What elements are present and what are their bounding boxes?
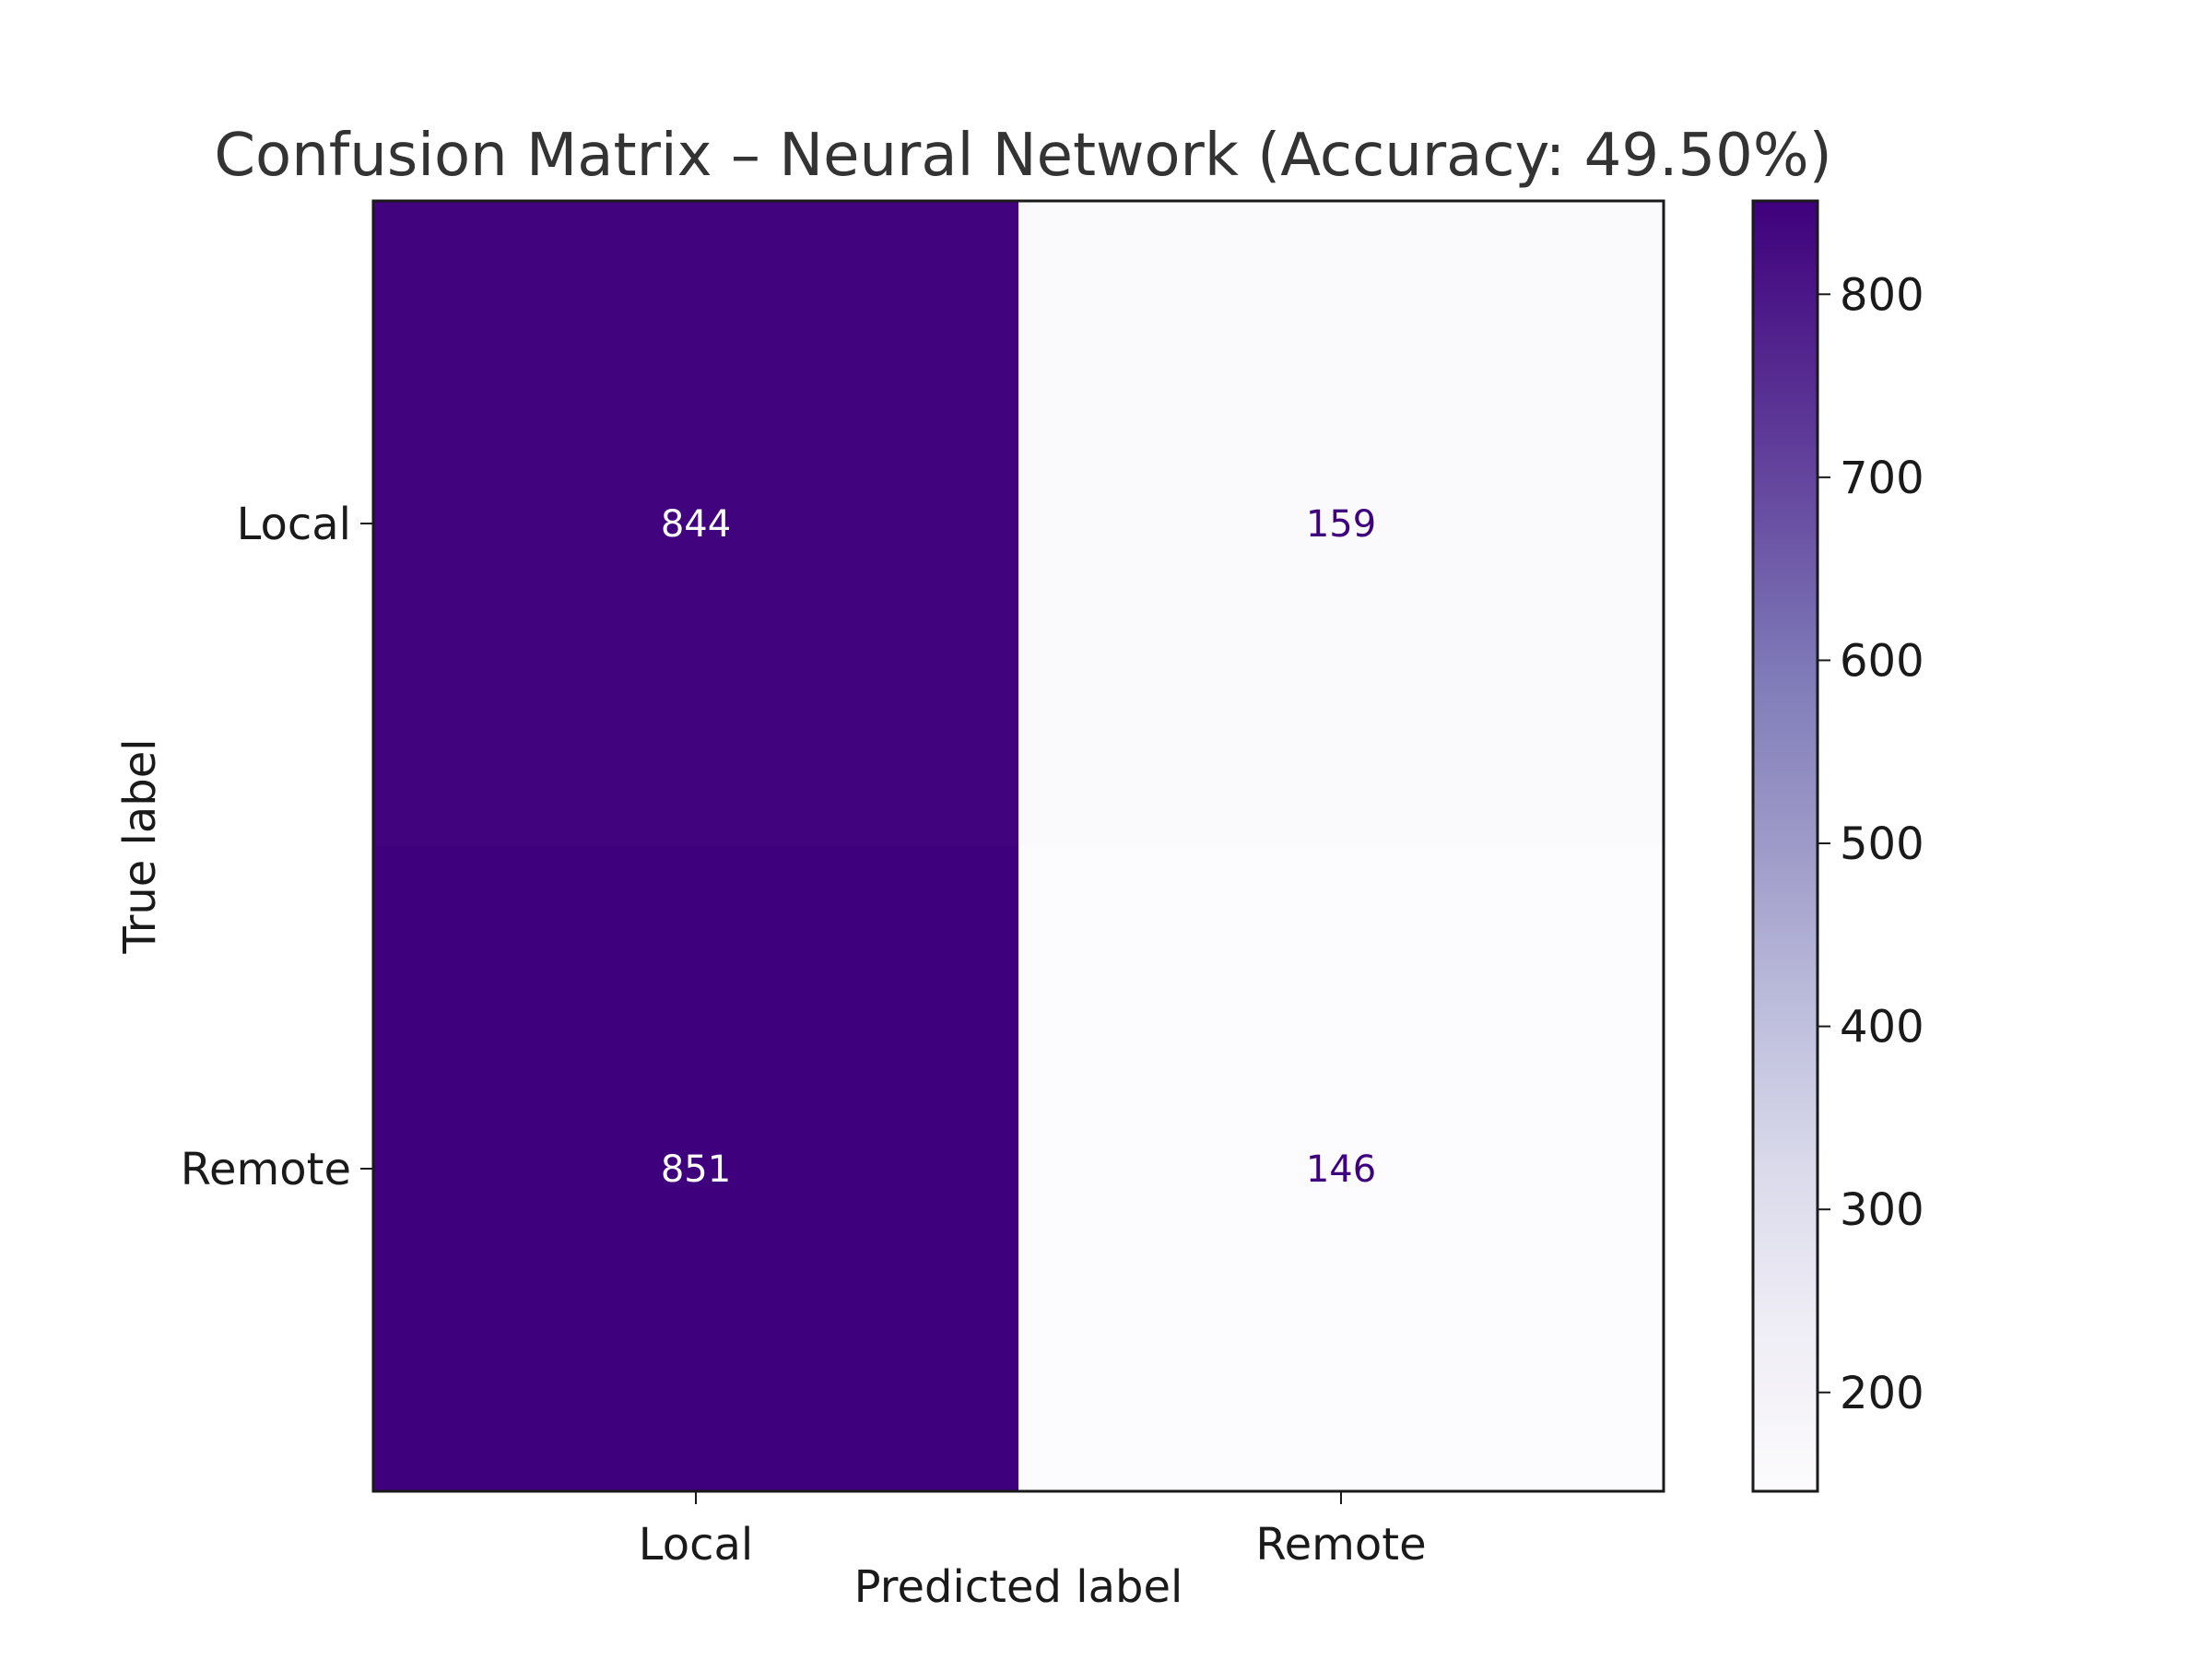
heatmap-cell (373, 201, 1018, 846)
colorbar-tick-label: 600 (1840, 635, 1924, 687)
plot-frame (371, 199, 1665, 1493)
colorbar-tick-label: 200 (1840, 1368, 1924, 1419)
heatmap-cell (1018, 846, 1664, 1491)
cell-value-label: 844 (661, 503, 731, 546)
cell-value-label: 146 (1306, 1148, 1376, 1191)
cell-value-label: 851 (661, 1148, 731, 1191)
y-axis-label: True label (114, 738, 166, 954)
cell-value-label: 159 (1306, 503, 1376, 546)
y-tick-label: Local (237, 499, 351, 550)
heatmap-cell (373, 846, 1018, 1491)
x-axis-ticks: Local Remote (639, 1491, 1427, 1571)
y-axis-ticks: Local Remote (181, 499, 373, 1195)
x-tick-label: Local (639, 1519, 753, 1571)
colorbar-tick-label: 700 (1840, 453, 1924, 504)
y-tick-label: Remote (181, 1144, 351, 1195)
colorbar-tick-label: 300 (1840, 1184, 1924, 1236)
colorbar-ticks: 200 300 400 500 600 700 800 (1818, 269, 1924, 1419)
chart-title: Confusion Matrix – Neural Network (Accur… (214, 122, 1831, 190)
colorbar (1751, 199, 1819, 1493)
heatmap-cell (1018, 201, 1664, 846)
colorbar-tick-label: 500 (1840, 818, 1924, 870)
x-axis-label: Predicted label (854, 1561, 1183, 1613)
colorbar-tick-label: 800 (1840, 269, 1924, 321)
colorbar-tick-label: 400 (1840, 1002, 1924, 1053)
cell-value-labels: 844 159 851 146 (661, 503, 1376, 1191)
heatmap-cells (373, 201, 1664, 1491)
x-tick-label: Remote (1255, 1519, 1426, 1571)
